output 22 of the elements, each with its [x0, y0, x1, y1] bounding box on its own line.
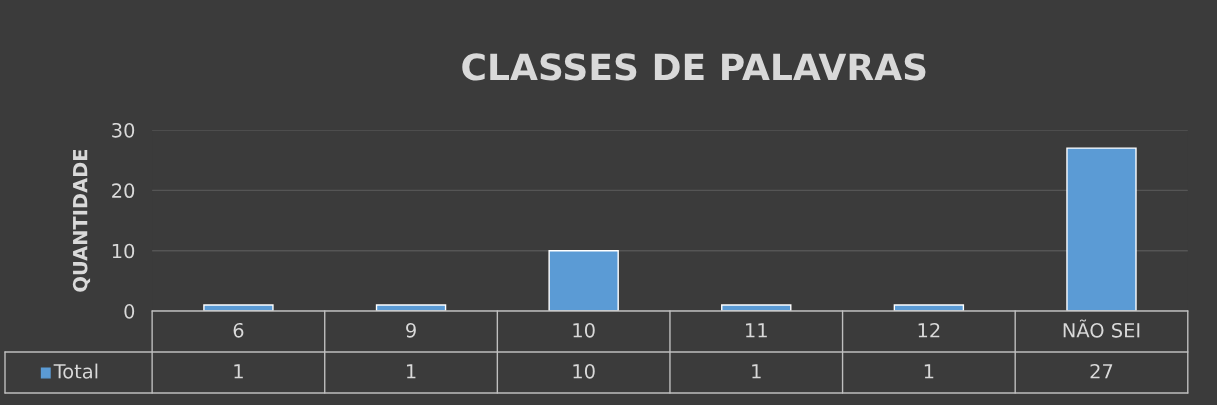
x-tick-label: NÃO SEI — [1063, 319, 1140, 338]
x-tick-label: 10 — [573, 322, 595, 338]
x-tick-label: 9 — [406, 322, 416, 338]
bar — [203, 304, 274, 312]
bar — [548, 249, 619, 312]
y-tick-label: 20 — [112, 183, 135, 199]
data-label: 1 — [752, 364, 761, 379]
data-label: 1 — [406, 364, 416, 379]
y-tick-label: 10 — [112, 243, 135, 259]
y-tick-label: 30 — [112, 122, 135, 138]
y-axis-title: QUANTIDADE — [72, 149, 91, 292]
x-tick-label: 6 — [233, 322, 244, 338]
data-label: 1 — [234, 364, 243, 379]
data-label: 1 — [924, 364, 934, 379]
legend-label: Total — [53, 363, 98, 379]
y-tick-label: 0 — [124, 304, 135, 319]
data-label: 10 — [573, 363, 595, 379]
chart-title: CLASSES DE PALAVRAS — [462, 53, 926, 81]
bar — [1066, 147, 1137, 312]
data-label: 27 — [1090, 363, 1113, 379]
x-tick-label: 11 — [746, 323, 767, 338]
x-tick-label: 12 — [918, 322, 940, 338]
